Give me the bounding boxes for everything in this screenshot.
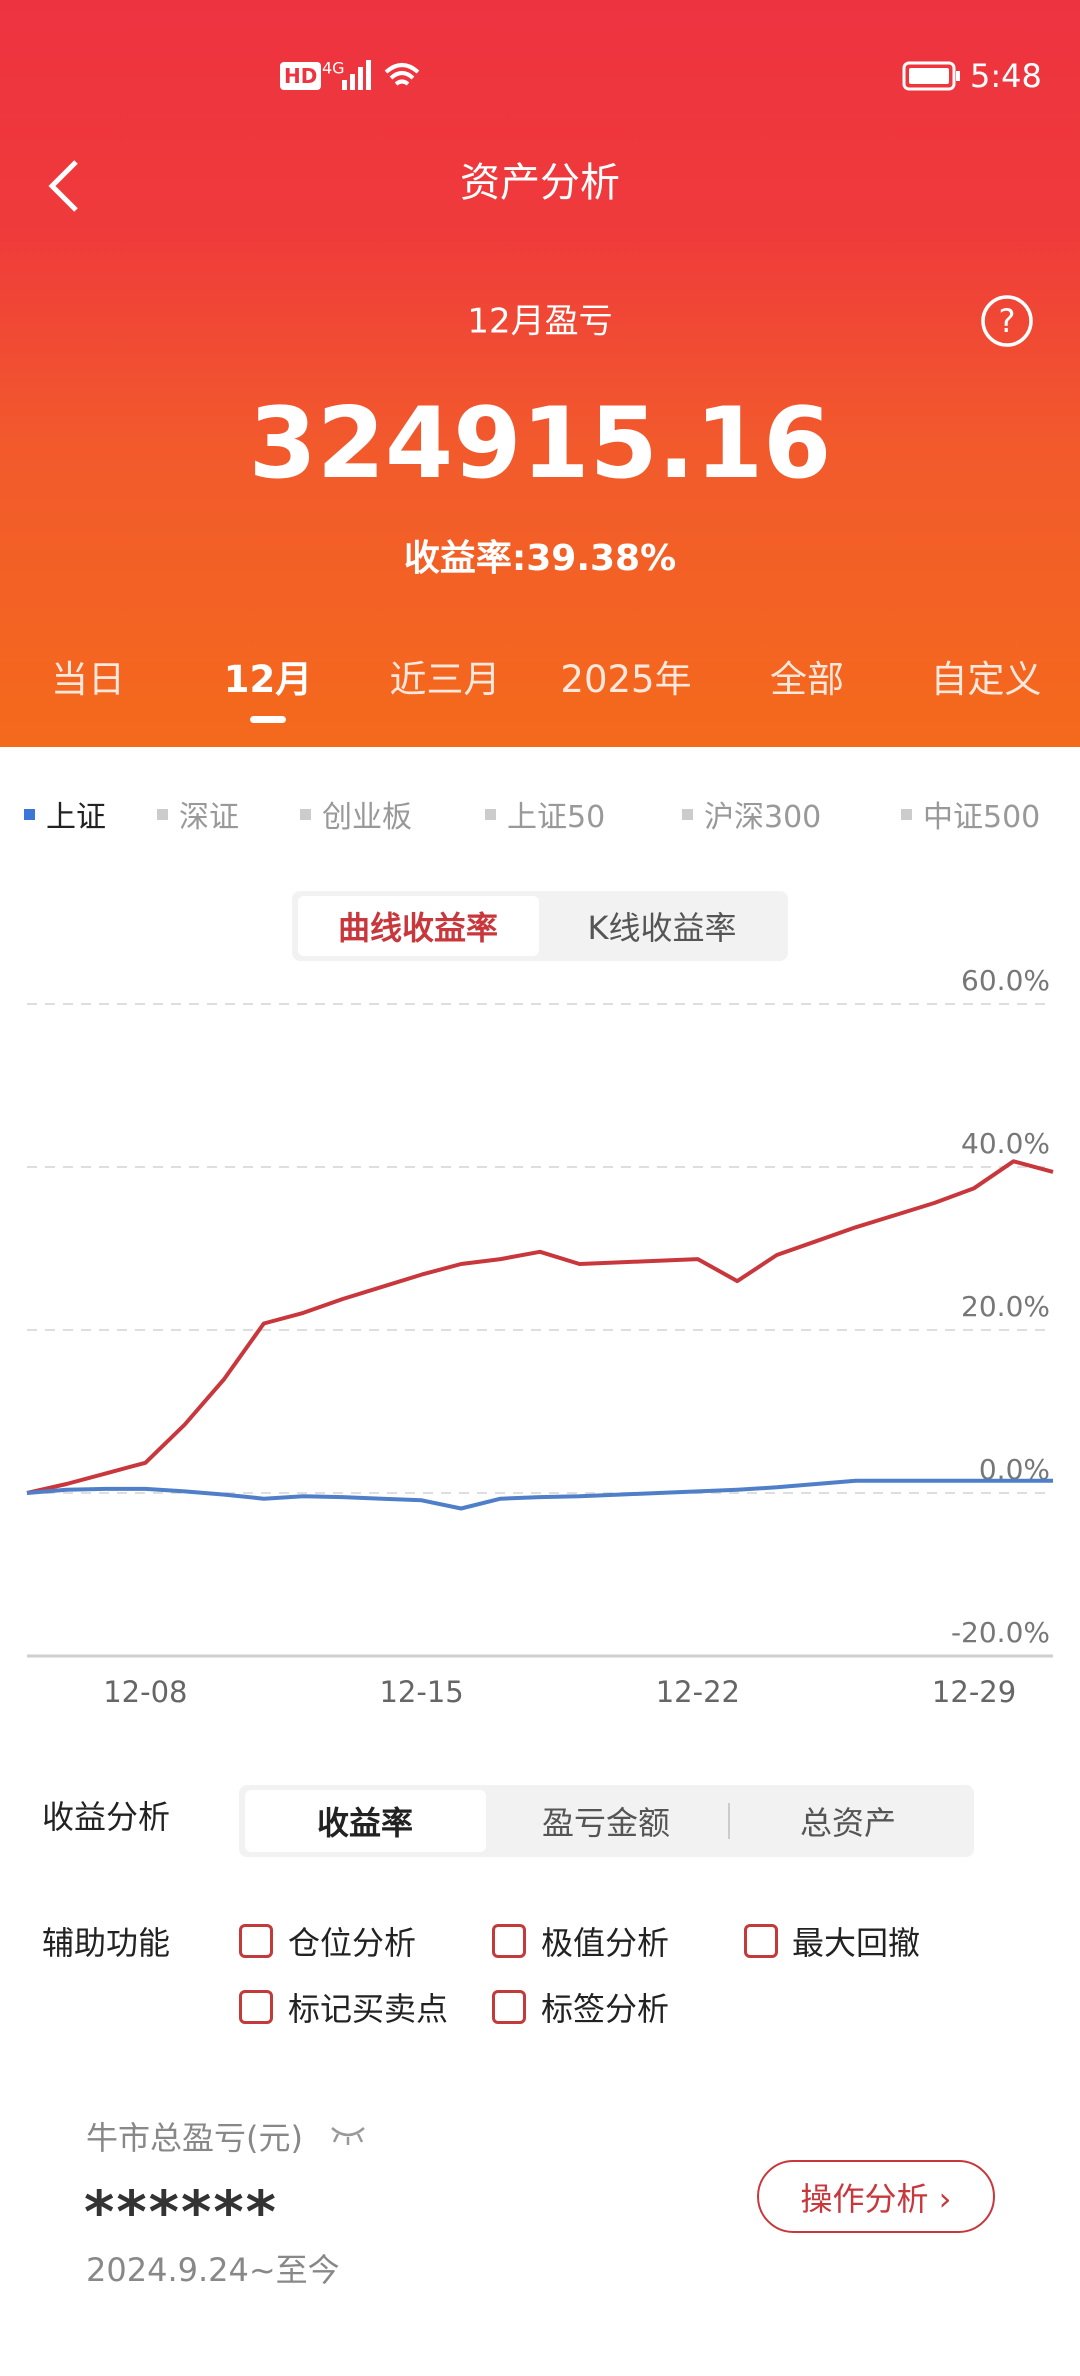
toggle-option[interactable]: 曲线收益率 [337, 909, 499, 947]
checkbox-label[interactable]: 极值分析 [541, 1924, 670, 1962]
checkbox-label[interactable]: 仓位分析 [288, 1924, 417, 1962]
segment-option[interactable]: 盈亏金额 [541, 1804, 671, 1842]
network: 4G [322, 58, 345, 78]
period-tab[interactable]: 自定义 [930, 658, 1042, 701]
hd-badge: HD [280, 62, 322, 90]
bull-label: 牛市总盈亏(元) [86, 2119, 303, 2157]
analysis-label: 收益分析 [42, 1798, 171, 1836]
battery-icon [902, 61, 960, 91]
period-tab[interactable]: 当日 [51, 658, 125, 701]
summary-amount: 324915.16 [248, 387, 832, 501]
segment-option[interactable]: 总资产 [799, 1804, 897, 1842]
checkbox-label[interactable]: 标签分析 [541, 1990, 670, 2028]
index-dot [24, 809, 35, 820]
signal-icons [342, 60, 420, 90]
tab-underline [250, 716, 286, 723]
period-tab[interactable]: 全部 [770, 658, 844, 701]
checkbox[interactable] [492, 1924, 526, 1958]
period-tab[interactable]: 近三月 [389, 658, 501, 701]
time: 5:48 [970, 57, 1042, 95]
index-dot [682, 809, 693, 820]
hero-background [0, 0, 1080, 747]
segment-selected-bg [245, 1790, 486, 1852]
toggle-selected-bg [298, 896, 539, 956]
eye-closed-icon[interactable] [330, 2122, 366, 2146]
series-line [26, 1478, 1053, 1511]
help-icon[interactable]: ? [980, 294, 1034, 348]
checkbox[interactable] [744, 1924, 778, 1958]
index-tab[interactable]: 中证500 [923, 800, 1041, 835]
chart: 60.0%40.0%20.0%0.0%-20.0%12-08 12-15 12-22… [26, 964, 1054, 1709]
checkbox[interactable] [492, 1990, 526, 2024]
checkbox-label[interactable]: 标记买卖点 [288, 1990, 449, 2028]
x-tick-label: 12-22 [656, 1675, 740, 1709]
page-title: 资产分析 [460, 160, 620, 206]
return-rate: 收益率:39.38% [403, 538, 677, 579]
back-button[interactable] [44, 158, 84, 214]
x-tick-label: 12-08 [103, 1675, 187, 1709]
index-tab[interactable]: 创业板 [322, 800, 412, 835]
index-tab[interactable]: 上证 [46, 800, 106, 835]
series-line [26, 1159, 1054, 1495]
toggle-option[interactable]: K线收益率 [587, 909, 737, 947]
index-dot [300, 809, 311, 820]
index-tab[interactable]: 沪深300 [704, 800, 822, 835]
segment-option[interactable]: 收益率 [316, 1804, 414, 1842]
checkbox[interactable] [239, 1990, 273, 2024]
index-tab[interactable]: 深证 [179, 800, 239, 835]
x-tick-label: 12-29 [932, 1675, 1016, 1709]
svg-text:?: ? [999, 302, 1016, 340]
operation-analysis-button[interactable]: 操作分析 › [757, 2160, 995, 2233]
y-tick-label: -20.0% [951, 1616, 1050, 1649]
y-tick-label: 60.0% [961, 964, 1050, 997]
index-dot [157, 809, 168, 820]
y-tick-label: 40.0% [961, 1127, 1050, 1160]
index-dot [901, 809, 912, 820]
period-tab[interactable]: 2025年 [560, 658, 692, 701]
bull-value: ****** [84, 2178, 278, 2246]
summary-label: 12月盈亏 [467, 301, 613, 342]
y-tick-label: 20.0% [961, 1290, 1050, 1323]
checkbox[interactable] [239, 1924, 273, 1958]
checkbox-label[interactable]: 最大回撤 [792, 1924, 921, 1962]
index-dot [485, 809, 496, 820]
segment-divider [728, 1803, 730, 1839]
bull-range: 2024.9.24~至今 [86, 2251, 340, 2289]
period-tab[interactable]: 12月 [223, 658, 313, 701]
aux-label: 辅助功能 [42, 1924, 171, 1962]
index-tab[interactable]: 上证50 [507, 800, 606, 835]
x-tick-label: 12-15 [379, 1675, 463, 1709]
